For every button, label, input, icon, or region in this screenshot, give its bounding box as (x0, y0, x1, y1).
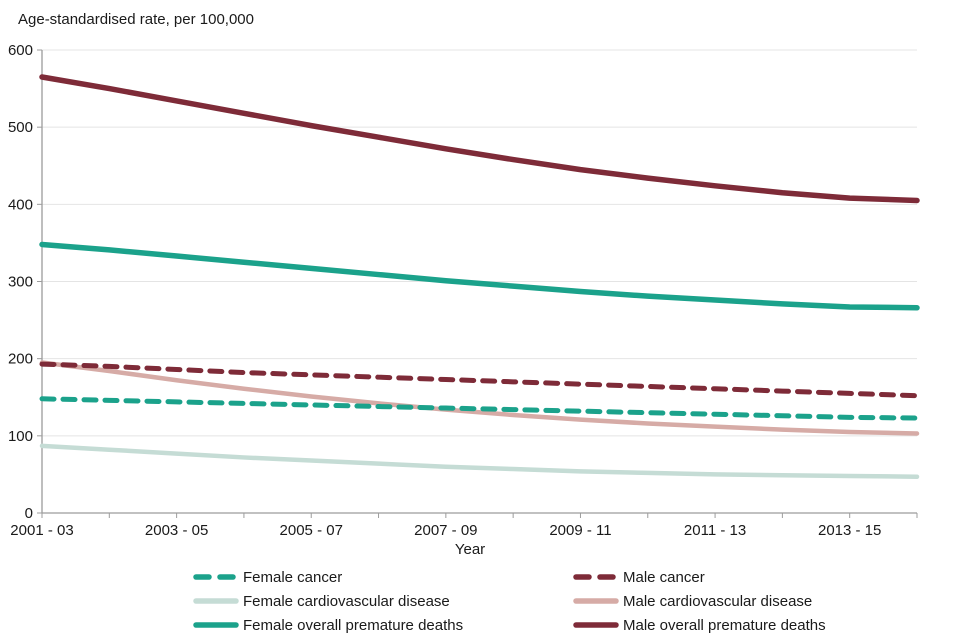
legend-item-female-overall-premature-deaths: Female overall premature deaths (192, 613, 463, 637)
legend-swatch-solid-line-icon (193, 598, 239, 604)
x-tick-label: 2001 - 03 (10, 522, 73, 539)
y-tick-label: 400 (8, 196, 33, 213)
legend-swatch-solid-line-icon (193, 622, 239, 628)
y-tick-label: 100 (8, 428, 33, 445)
legend-swatch-dashed-line-icon (193, 574, 239, 580)
x-tick-label: 2005 - 07 (280, 522, 343, 539)
x-tick-label: 2009 - 11 (549, 522, 611, 539)
series-line-male-overall-premature-deaths (39, 74, 920, 204)
legend-swatch-solid-line-icon (573, 598, 619, 604)
legend-swatch-dashed-line-icon (573, 574, 619, 580)
x-tick-label: 2003 - 05 (145, 522, 208, 539)
legend-swatch-solid-line-icon (573, 622, 619, 628)
series-line-female-cardiovascular-disease (39, 443, 920, 479)
legend-item-female-cancer: Female cancer (192, 565, 463, 589)
x-tick-label: 2011 - 13 (684, 522, 746, 539)
legend-item-male-cardiovascular-disease: Male cardiovascular disease (572, 589, 826, 613)
y-tick-label: 300 (8, 274, 33, 291)
legend-label: Female overall premature deaths (243, 616, 464, 634)
axes (37, 49, 918, 518)
series-lines (39, 74, 920, 479)
x-tick-label: 2013 - 15 (818, 522, 881, 539)
series-line-female-cancer (39, 396, 920, 421)
legend-column-male: Male cancer Male cardiovascular disease Ma… (572, 565, 826, 637)
x-axis-label: Year (455, 541, 485, 558)
legend-label: Male overall premature deaths (623, 616, 826, 634)
legend-column-female: Female cancer Female cardiovascular disea… (192, 565, 463, 637)
legend-item-male-cancer: Male cancer (572, 565, 826, 589)
legend-item-female-cardiovascular-disease: Female cardiovascular disease (192, 589, 463, 613)
legend-label: Female cardiovascular disease (243, 592, 450, 610)
legend: Female cancer Female cardiovascular disea… (0, 565, 960, 640)
y-tick-label: 200 (8, 351, 33, 368)
y-axis-title: Age-standardised rate, per 100,000 (18, 11, 254, 28)
series-line-female-overall-premature-deaths (39, 241, 920, 311)
y-tick-label: 0 (25, 505, 33, 522)
series-line-male-cancer (39, 361, 920, 399)
series-line-male-cardiovascular-disease (39, 360, 920, 436)
legend-label: Male cancer (623, 568, 705, 586)
legend-label: Female cancer (243, 568, 343, 586)
y-tick-label: 600 (8, 42, 33, 59)
x-tick-labels: 2001 - 03 2003 - 05 2005 - 07 2007 - 09 2009… (10, 522, 881, 539)
y-tick-labels: 0 100 200 300 400 500 600 (8, 42, 33, 522)
legend-item-male-overall-premature-deaths: Male overall premature deaths (572, 613, 826, 637)
y-tick-label: 500 (8, 119, 33, 136)
x-tick-label: 2007 - 09 (414, 522, 477, 539)
legend-label: Male cardiovascular disease (623, 592, 813, 610)
